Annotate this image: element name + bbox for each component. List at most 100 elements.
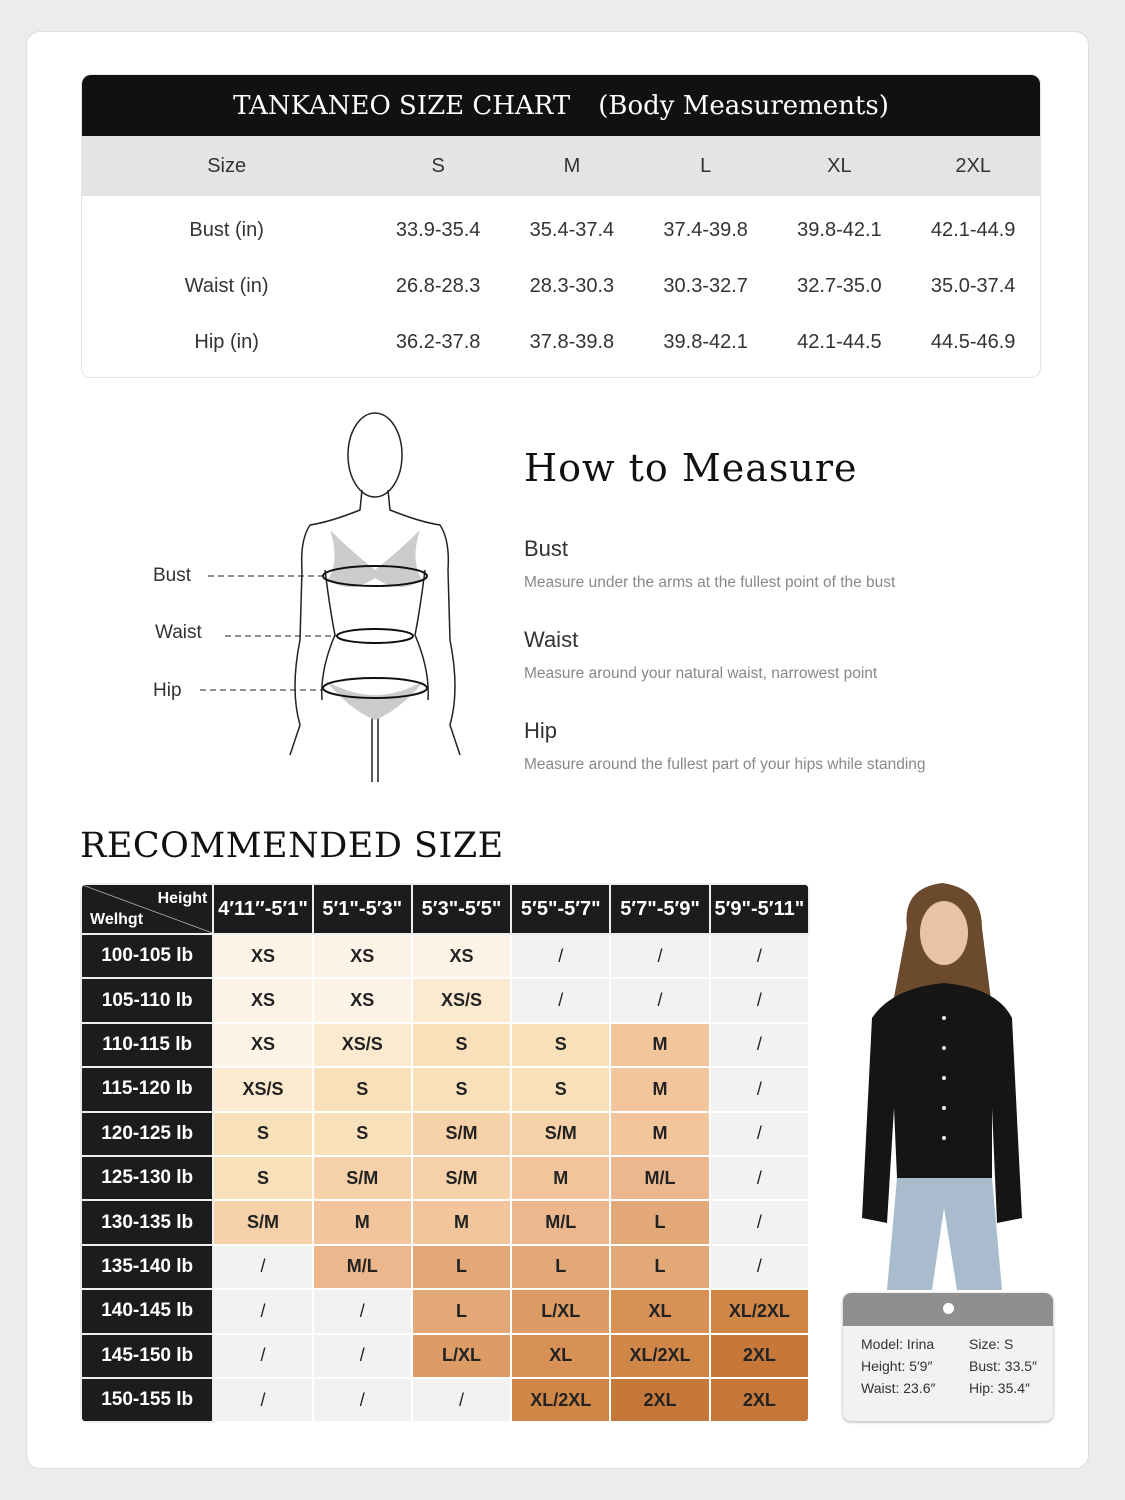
size-header-row: Size S M L XL 2XL [82, 136, 1040, 196]
measurement-value: 39.8-42.1 [663, 330, 748, 353]
size-header-cell: L [700, 154, 712, 177]
model-size: Size: S [969, 1336, 1014, 1352]
measure-item-hip: Hip Measure around the fullest part of yo… [524, 718, 926, 773]
weight-label: 100-105 lb [80, 932, 215, 980]
size-cell: M [510, 1154, 612, 1202]
size-cell: L [609, 1243, 711, 1291]
brand-title: TANKANEO SIZE CHART [233, 90, 571, 121]
measurement-value: 44.5-46.9 [930, 330, 1016, 353]
model-height: Height: 5′9″ [861, 1358, 933, 1374]
height-header-cell: 5′1"-5′3" [311, 883, 413, 935]
size-cell: / [609, 932, 711, 980]
size-cell: S/M [212, 1199, 314, 1246]
size-cell: M/L [510, 1199, 612, 1246]
hip-label: Hip [153, 680, 182, 701]
size-cell: S [410, 1066, 513, 1113]
weight-label: 110-115 lb [80, 1021, 215, 1069]
waist-label: Waist [155, 622, 202, 643]
recommended-size-table: Height Welhgt 4′11″-5′1" 5′1"-5′3" 5′3"-5′5… [80, 883, 810, 1424]
weight-label: 135-140 lb [80, 1243, 215, 1291]
size-cell: / [609, 977, 711, 1024]
size-cell: / [708, 932, 810, 980]
weight-label: 105-110 lb [80, 977, 215, 1024]
size-cell: / [708, 977, 810, 1024]
size-cell: XL [609, 1288, 711, 1335]
weight-row: 145-150 lb / / L/XL XL XL/2XL 2XL [80, 1332, 810, 1379]
size-cell: / [510, 932, 612, 980]
weight-label: 140-145 lb [80, 1288, 215, 1335]
size-cell: S/M [510, 1110, 612, 1157]
size-header-cell: S [431, 154, 445, 177]
size-cell: S/M [311, 1154, 413, 1202]
body-figure-illustration [200, 412, 461, 782]
weight-row: 100-105 lb XS XS XS / / / [80, 932, 810, 980]
measurement-value: 39.8-42.1 [797, 218, 882, 241]
weight-label: 150-155 lb [80, 1376, 215, 1424]
measure-item-bust: Bust Measure under the arms at the fulles… [524, 536, 896, 591]
measurement-value: 28.3-30.3 [529, 274, 615, 297]
weight-row: 115-120 lb XS/S S S S M / [80, 1066, 810, 1113]
size-cell: 2XL [708, 1376, 810, 1424]
size-cell: M [609, 1066, 711, 1113]
size-cell: / [410, 1376, 513, 1424]
measurement-value: 26.8-28.3 [395, 274, 481, 297]
model-name: Model: Irina [861, 1336, 935, 1352]
size-cell: XL/2XL [510, 1376, 612, 1424]
size-cell: / [212, 1332, 314, 1379]
model-info-card: Model: Irina Size: S Height: 5′9″ Bust: … [843, 1293, 1053, 1421]
size-header-cell: XL [827, 154, 852, 177]
measurement-value: 35.0-37.4 [930, 274, 1016, 297]
size-cell: / [708, 1110, 810, 1157]
size-header-cell: Size [207, 154, 247, 177]
weight-row: 135-140 lb / M/L L L L / [80, 1243, 810, 1291]
size-cell: L/XL [510, 1288, 612, 1335]
size-cell: / [708, 1199, 810, 1246]
size-chart-table: TANKANEO SIZE CHART (Body Measurements) … [81, 74, 1041, 378]
size-cell: XL/2XL [609, 1332, 711, 1379]
size-cell: XS/S [311, 1021, 413, 1069]
size-cell: 2XL [708, 1332, 810, 1379]
size-cell: XS [212, 1021, 314, 1069]
model-photo [862, 883, 1022, 1290]
size-cell: M [609, 1110, 711, 1157]
weight-row: 120-125 lb S S S/M S/M M / [80, 1110, 810, 1157]
size-cell: / [311, 1376, 413, 1424]
size-cell: M [410, 1199, 513, 1246]
height-header-cell: 5′9"-5′11" [708, 883, 810, 935]
measurement-value: 33.9-35.4 [395, 218, 481, 241]
size-cell: S [212, 1110, 314, 1157]
model-hip: Hip: 35.4″ [969, 1380, 1030, 1396]
size-cell: XS [311, 977, 413, 1024]
measurement-label: Bust (in) [189, 218, 264, 241]
size-cell: S [510, 1066, 612, 1113]
corner-cell: Height Welhgt [80, 883, 215, 935]
size-cell: S [212, 1154, 314, 1202]
weight-row: 105-110 lb XS XS XS/S / / / [80, 977, 810, 1024]
size-cell: S [410, 1021, 513, 1069]
weight-label: 115-120 lb [80, 1066, 215, 1113]
measurement-row: Waist (in) 26.8-28.3 28.3-30.3 30.3-32.7 32.… [82, 258, 1040, 314]
size-cell: / [510, 977, 612, 1024]
size-cell: L [410, 1288, 513, 1335]
size-cell: / [708, 1243, 810, 1291]
weight-label: 130-135 lb [80, 1199, 215, 1246]
size-cell: / [708, 1021, 810, 1069]
height-header-row: Height Welhgt 4′11″-5′1" 5′1"-5′3" 5′3"-5′5… [80, 883, 810, 935]
size-cell: / [212, 1288, 314, 1335]
size-cell: M [311, 1199, 413, 1246]
size-cell: L [510, 1243, 612, 1291]
size-cell: XL [510, 1332, 612, 1379]
size-cell: XS [212, 932, 314, 980]
size-cell: XS [212, 977, 314, 1024]
size-cell: L [410, 1243, 513, 1291]
bust-label: Bust [153, 565, 192, 586]
height-header-cell: 4′11″-5′1" [212, 883, 314, 935]
size-cell: XS/S [212, 1066, 314, 1113]
measure-item-waist: Waist Measure around your natural waist, … [524, 627, 878, 682]
size-cell: L/XL [410, 1332, 513, 1379]
measurement-value: 42.1-44.9 [930, 218, 1016, 241]
size-cell: / [212, 1376, 314, 1424]
size-cell: S [311, 1110, 413, 1157]
measurement-row: Hip (in) 36.2-37.8 37.8-39.8 39.8-42.1 42.1-… [82, 314, 1040, 370]
size-cell: / [708, 1154, 810, 1202]
